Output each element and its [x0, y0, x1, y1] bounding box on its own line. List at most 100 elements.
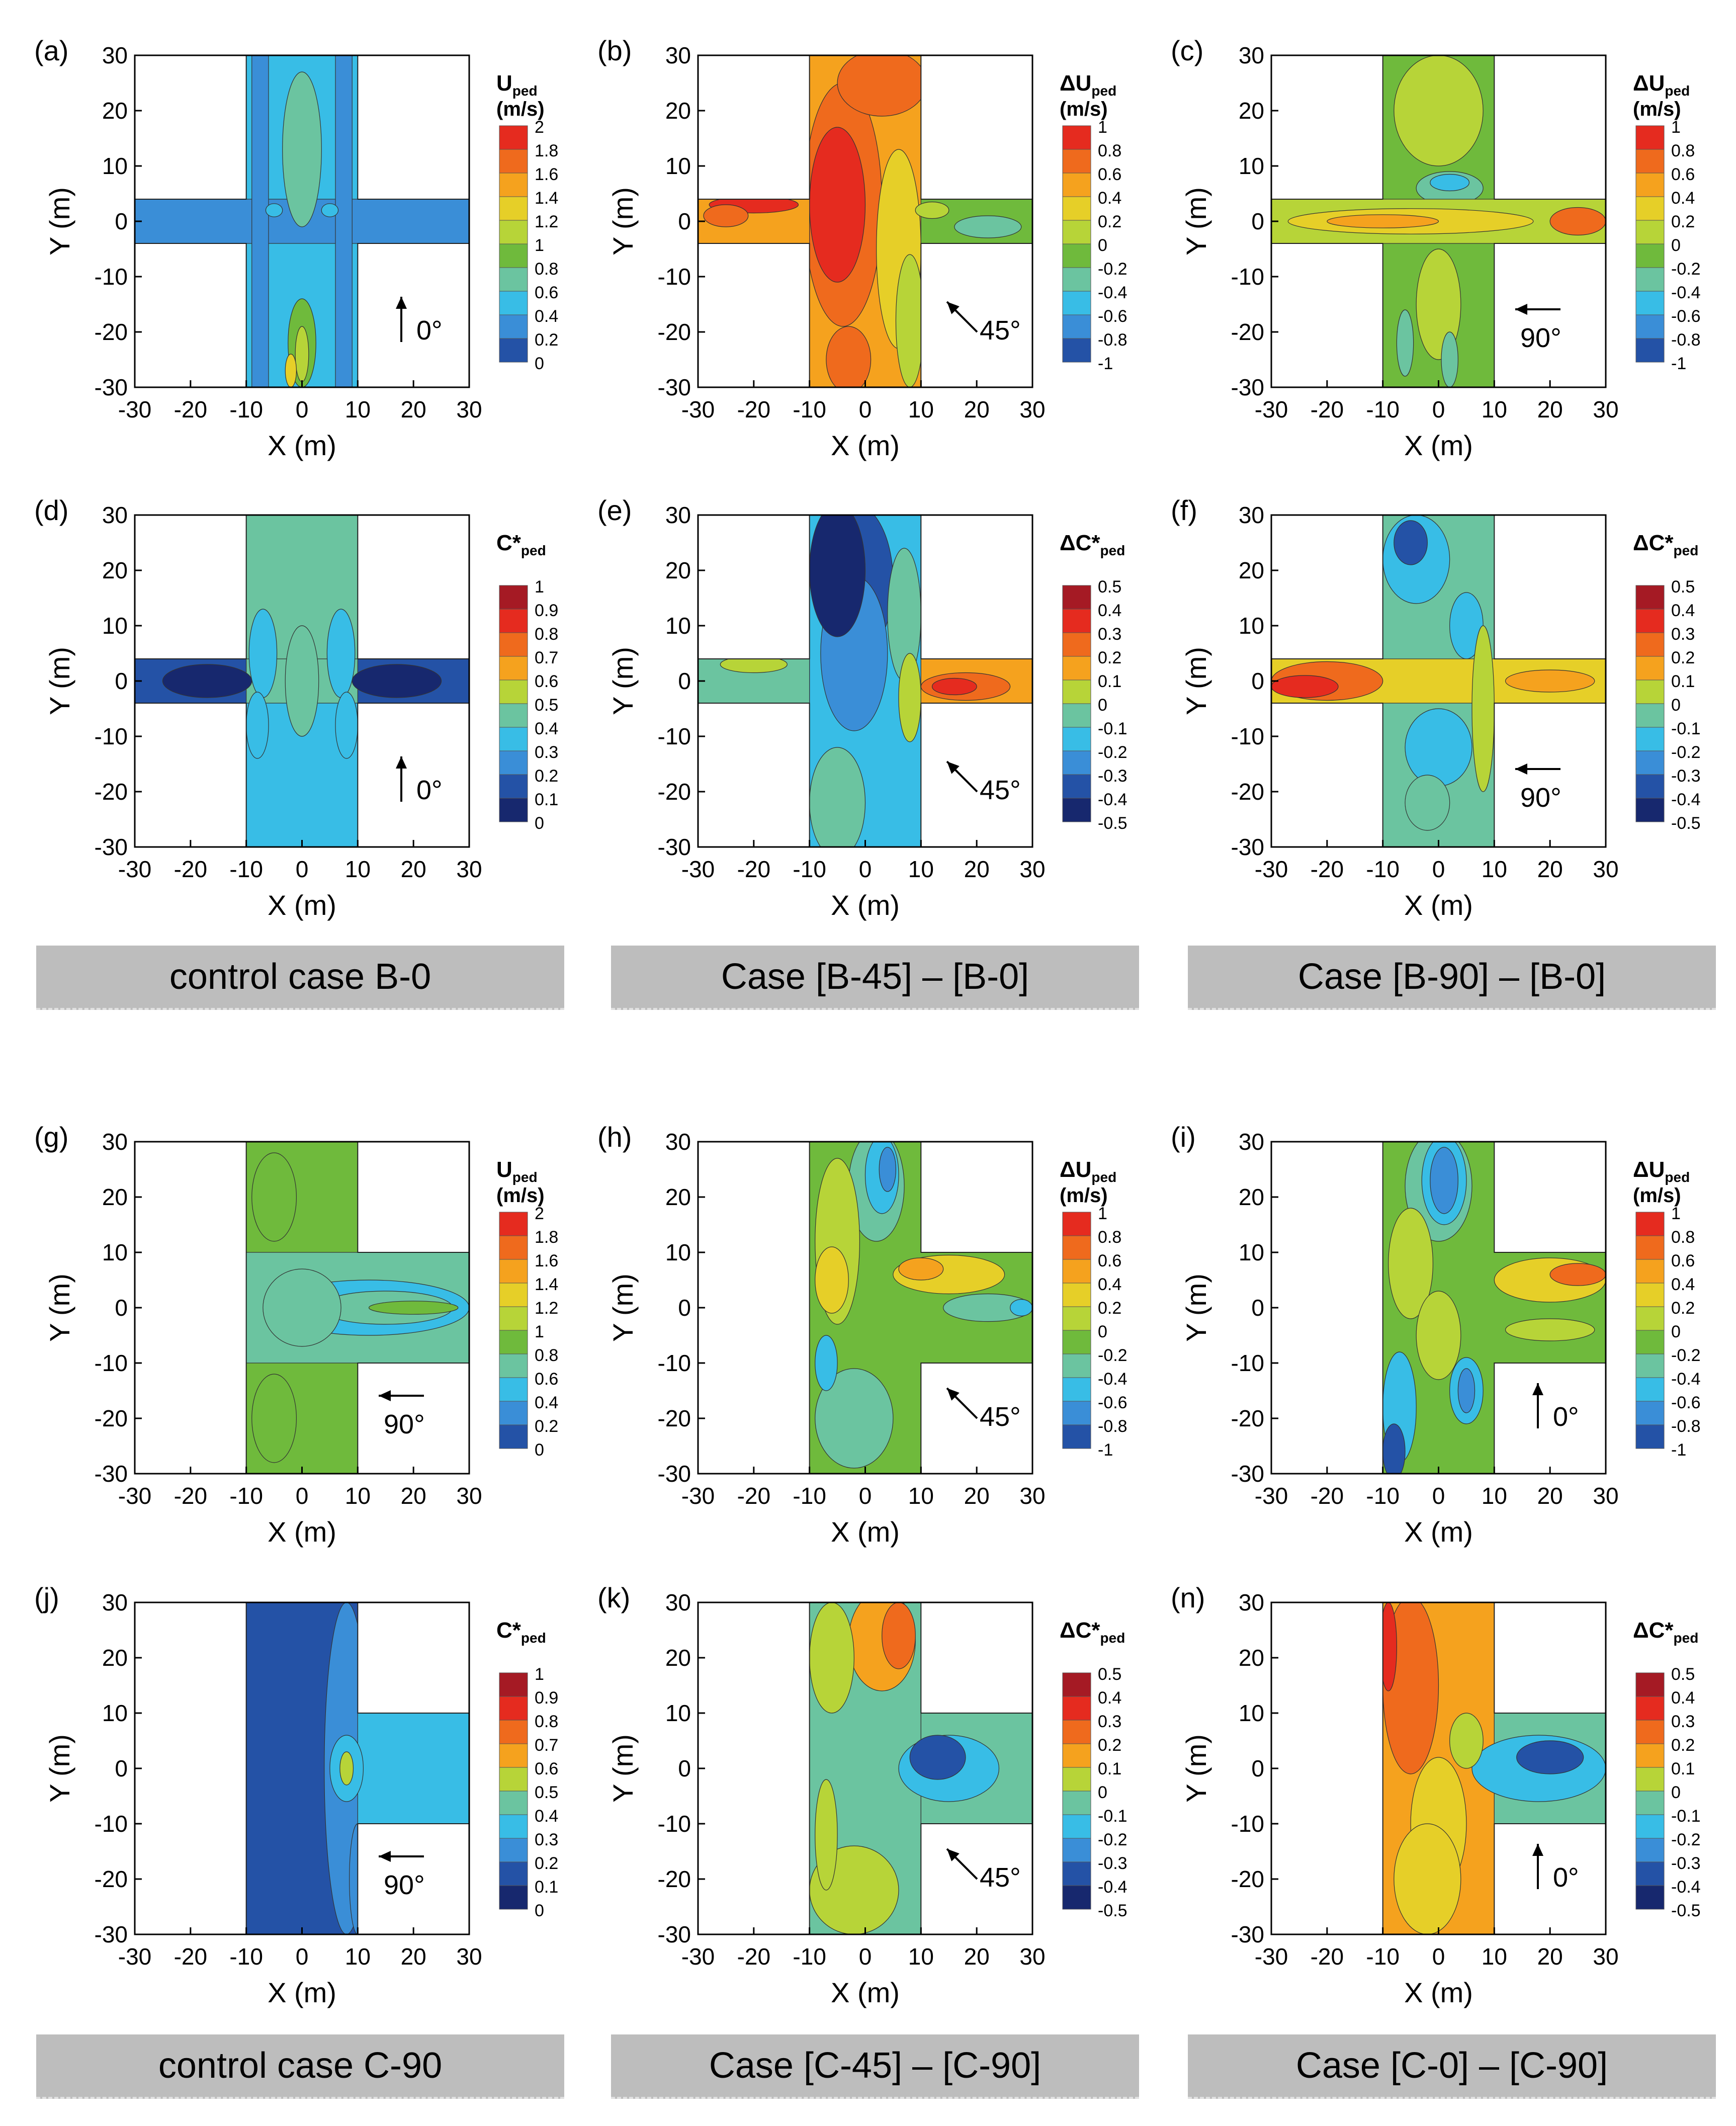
x-tick-label: -30: [1255, 1943, 1288, 1970]
x-tick-label: 30: [1019, 396, 1045, 422]
contour-band: [357, 1713, 469, 1824]
legend-level: 0.2: [535, 1854, 558, 1873]
legend-level: -0.8: [1098, 330, 1127, 350]
legend-level: -0.5: [1098, 814, 1127, 833]
legend-level: 0.4: [1098, 1688, 1121, 1708]
x-axis-label: X (m): [268, 430, 336, 461]
legend-swatch: [499, 149, 528, 174]
legend-swatch: [1635, 774, 1665, 799]
legend-level: 0.6: [1098, 1251, 1121, 1270]
legend-level: 0.4: [535, 1807, 558, 1826]
legend-level: 0: [1671, 236, 1681, 255]
legend-level: 0.7: [535, 1736, 558, 1755]
legend-swatch: [1635, 1235, 1665, 1260]
contour-band: [1549, 1263, 1606, 1286]
panel-letter: (b): [597, 35, 632, 66]
legend-level: 0.2: [1671, 1299, 1695, 1318]
y-tick-label: 10: [102, 1239, 128, 1265]
legend-level: 0.8: [535, 1712, 558, 1731]
legend-level: -0.2: [1098, 1830, 1127, 1849]
legend-level: 1: [535, 577, 544, 597]
legend-level: -0.2: [1098, 1346, 1127, 1365]
legend-level: 0: [1671, 1322, 1681, 1341]
legend-level: -0.5: [1098, 1901, 1127, 1920]
y-tick-label: -20: [95, 319, 128, 345]
contour-band: [1449, 1713, 1484, 1769]
legend-level: -0.3: [1671, 767, 1701, 786]
y-tick-label: -20: [1231, 779, 1264, 805]
y-tick-label: 20: [665, 1184, 691, 1210]
legend-swatch: [499, 314, 528, 339]
legend-swatch: [1635, 585, 1665, 610]
legend-swatch: [1635, 1259, 1665, 1284]
y-tick-label: -20: [658, 1405, 691, 1431]
y-tick-label: 30: [1239, 1129, 1264, 1155]
legend-swatch: [1062, 1424, 1091, 1449]
panel-letter: (f): [1171, 494, 1197, 526]
contour-band: [285, 625, 319, 737]
y-tick-label: -30: [95, 1921, 128, 1947]
legend-swatch: [1062, 1672, 1091, 1697]
contour-band: [1441, 331, 1458, 387]
legend-swatch: [1062, 1885, 1091, 1910]
legend-level: 0.3: [1671, 625, 1695, 644]
legend-level: 1.8: [535, 1228, 558, 1247]
x-tick-label: -10: [793, 1943, 826, 1970]
contour-band: [335, 55, 353, 387]
x-tick-label: -10: [1366, 1483, 1399, 1509]
y-tick-label: 0: [115, 1295, 128, 1321]
legend-swatch: [1635, 338, 1665, 363]
y-tick-label: -10: [95, 1811, 128, 1837]
contour-band: [1271, 675, 1339, 698]
panel-letter: (j): [34, 1582, 59, 1613]
legend-swatch: [1062, 727, 1091, 751]
y-tick-label: 30: [1239, 502, 1264, 528]
y-tick-label: 0: [1251, 208, 1264, 234]
wind-arrowhead-icon: [947, 1849, 960, 1861]
contour-band: [1382, 1602, 1397, 1691]
legend-level: 2: [535, 118, 544, 137]
contour-band: [1516, 1740, 1584, 1774]
legend-swatch: [1635, 1306, 1665, 1331]
y-tick-label: 10: [1239, 153, 1264, 179]
caption-c0: Case [C-0] – [C-90]: [1188, 2034, 1716, 2099]
legend-swatch: [499, 1424, 528, 1449]
x-tick-label: 0: [859, 856, 872, 882]
legend-swatch: [499, 679, 528, 704]
legend-level: -0.6: [1098, 1393, 1127, 1412]
legend-swatch: [499, 656, 528, 681]
contour-band: [265, 203, 283, 217]
legend-level: 0.2: [1098, 212, 1121, 231]
contour-band: [251, 1152, 297, 1242]
y-tick-label: 10: [665, 1700, 691, 1726]
x-tick-label: -10: [229, 1943, 263, 1970]
legend-level: 0: [1671, 1783, 1681, 1802]
legend-level: 0.9: [535, 1688, 558, 1708]
legend-swatch: [1635, 703, 1665, 728]
x-tick-label: 20: [964, 396, 990, 422]
legend-level: 1: [535, 1322, 544, 1341]
legend-swatch: [499, 798, 528, 822]
legend-level: 0.6: [535, 1759, 558, 1778]
contour-band: [815, 1779, 838, 1891]
contour-band: [915, 201, 949, 219]
contour-band: [1327, 214, 1439, 228]
y-tick-label: -10: [95, 723, 128, 749]
legend-swatch: [499, 1720, 528, 1744]
x-tick-label: 10: [908, 1943, 934, 1970]
y-tick-label: 20: [665, 557, 691, 583]
y-tick-label: -30: [95, 374, 128, 400]
contour-band: [1382, 1423, 1406, 1474]
contour-band: [826, 326, 872, 387]
y-axis-label: Y (m): [44, 1273, 75, 1342]
x-tick-label: 0: [296, 396, 309, 422]
x-tick-label: 30: [1593, 856, 1618, 882]
y-tick-label: -20: [1231, 319, 1264, 345]
legend-level: -0.5: [1671, 814, 1701, 833]
y-axis-label: Y (m): [607, 1734, 639, 1803]
legend-swatch: [499, 243, 528, 268]
x-tick-label: 10: [908, 856, 934, 882]
x-tick-label: -30: [1255, 856, 1288, 882]
